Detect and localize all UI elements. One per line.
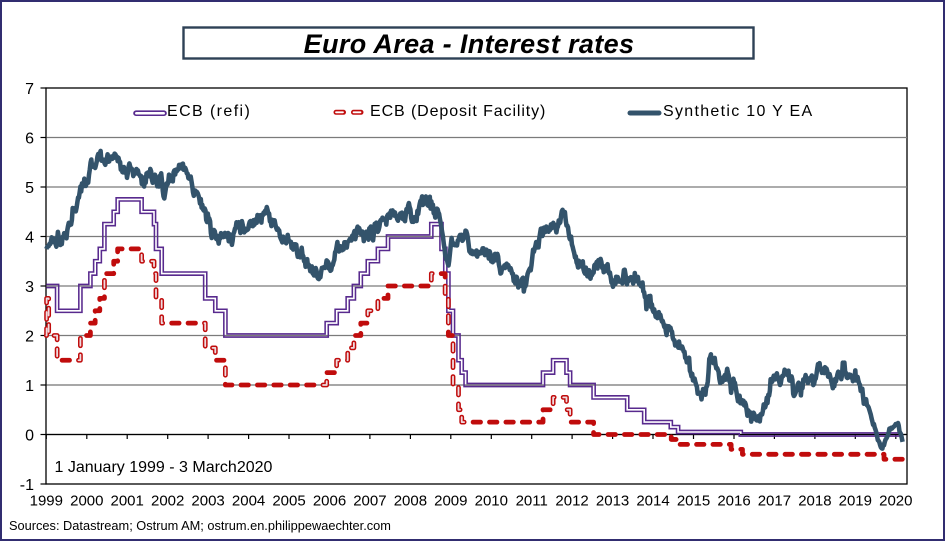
svg-text:3: 3	[25, 279, 34, 296]
svg-text:7: 7	[25, 81, 34, 98]
svg-text:2001: 2001	[111, 493, 144, 510]
svg-text:6: 6	[25, 130, 34, 147]
svg-text:2003: 2003	[191, 493, 224, 510]
svg-text:2009: 2009	[434, 493, 467, 510]
svg-text:5: 5	[25, 180, 34, 197]
svg-text:2007: 2007	[353, 493, 386, 510]
svg-text:2017: 2017	[758, 493, 791, 510]
svg-text:2008: 2008	[394, 493, 427, 510]
svg-text:-1: -1	[20, 477, 34, 494]
svg-text:4: 4	[25, 229, 34, 246]
svg-text:2015: 2015	[677, 493, 710, 510]
svg-text:2019: 2019	[839, 493, 872, 510]
svg-text:2004: 2004	[232, 493, 265, 510]
svg-text:2011: 2011	[516, 493, 548, 510]
svg-text:1: 1	[25, 378, 34, 395]
svg-text:2012: 2012	[555, 493, 588, 510]
svg-text:ECB (refi): ECB (refi)	[167, 103, 251, 120]
svg-text:2016: 2016	[717, 493, 750, 510]
svg-text:2018: 2018	[798, 493, 831, 510]
svg-text:2013: 2013	[596, 493, 629, 510]
svg-text:2014: 2014	[636, 493, 669, 510]
svg-text:1999: 1999	[30, 493, 63, 510]
svg-text:1 January 1999 - 3 March2020: 1 January 1999 - 3 March2020	[55, 459, 273, 476]
svg-text:Synthetic 10 Y EA: Synthetic 10 Y EA	[663, 103, 813, 120]
svg-text:0: 0	[25, 427, 34, 444]
svg-text:2020: 2020	[879, 493, 912, 510]
svg-text:ECB (Deposit Facility): ECB (Deposit Facility)	[370, 103, 546, 120]
svg-text:2000: 2000	[70, 493, 103, 510]
svg-text:2005: 2005	[272, 493, 305, 510]
svg-text:2006: 2006	[313, 493, 346, 510]
svg-text:2002: 2002	[151, 493, 184, 510]
svg-text:Euro Area - Interest rates: Euro Area - Interest rates	[304, 29, 635, 59]
svg-text:Sources: Datastream; Ostrum AM: Sources: Datastream; Ostrum AM; ostrum.e…	[9, 518, 391, 533]
svg-text:2: 2	[25, 328, 34, 345]
svg-text:2010: 2010	[475, 493, 508, 510]
